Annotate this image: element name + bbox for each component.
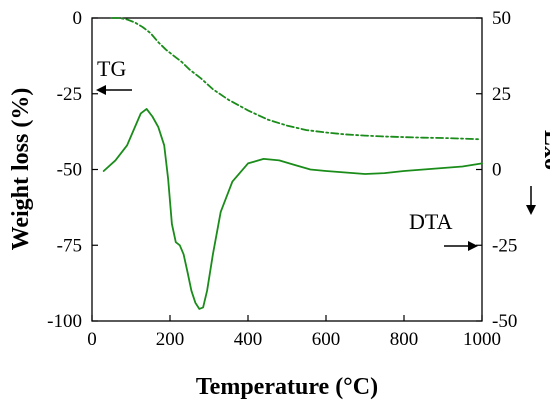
dta-label: DTA — [409, 209, 453, 234]
y-left-axis-ticks: 0 -25 -50 -75 -100 — [47, 8, 98, 332]
x-axis-ticks: 0 200 400 600 800 1000 — [87, 315, 501, 350]
tg-left-arrow-icon — [96, 85, 132, 95]
x-tick-label: 1000 — [463, 329, 501, 350]
x-tick-label: 0 — [87, 329, 97, 350]
y-right-tick-label: 25 — [492, 84, 511, 105]
tg-label: TG — [97, 56, 126, 81]
dta-right-arrow-icon — [444, 241, 478, 251]
series-line-dta — [102, 108, 483, 310]
y-right-tick-label: 0 — [492, 160, 502, 181]
y-right-axis-title: Exo — [539, 130, 550, 170]
y-left-tick-label: -25 — [57, 84, 82, 105]
y-left-tick-label: -100 — [47, 311, 82, 332]
exo-down-arrow-icon — [526, 186, 536, 215]
series-line-tg — [110, 17, 480, 141]
y-right-tick-label: -25 — [492, 235, 517, 256]
series-layer — [102, 17, 483, 310]
x-tick-label: 800 — [390, 329, 419, 350]
y-right-tick-label: 50 — [492, 8, 511, 29]
x-tick-label: 200 — [156, 329, 185, 350]
x-tick-label: 600 — [312, 329, 341, 350]
y-left-tick-label: -75 — [57, 235, 82, 256]
x-tick-label: 400 — [234, 329, 263, 350]
y-left-tick-label: 0 — [73, 8, 83, 29]
y-right-tick-label: -50 — [492, 311, 517, 332]
y-right-axis-ticks: 50 25 0 -25 -50 — [476, 8, 517, 332]
y-left-tick-label: -50 — [57, 160, 82, 181]
x-axis-title: Temperature (°C) — [196, 374, 378, 400]
y-left-axis-title: Weight loss (%) — [8, 88, 34, 251]
